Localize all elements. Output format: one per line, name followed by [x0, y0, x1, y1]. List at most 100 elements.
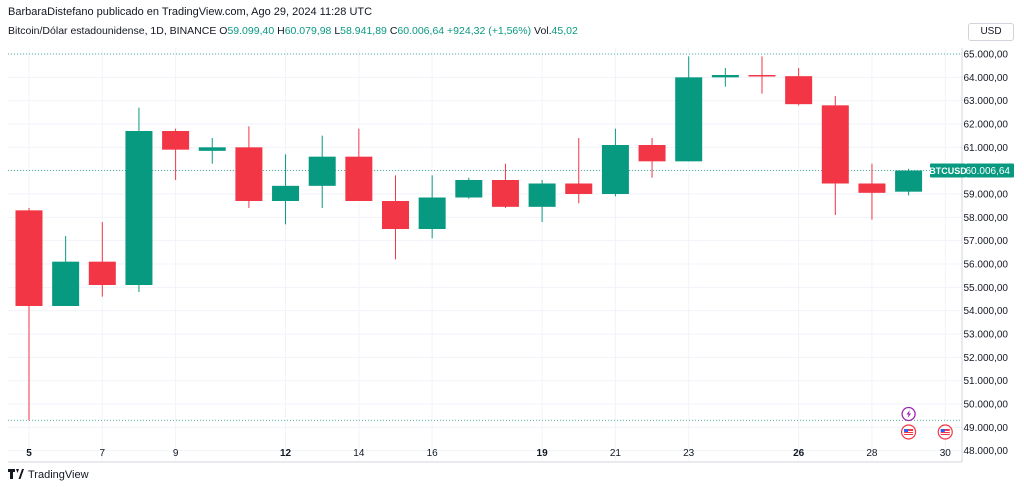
tradingview-logo-icon [8, 468, 24, 482]
flag-canton [940, 429, 945, 432]
candle-body [308, 156, 336, 186]
candle [382, 175, 409, 260]
candle [418, 175, 446, 239]
volume-label: Vol. [534, 25, 552, 37]
candle [528, 180, 556, 222]
close-value: 60.006,64 [397, 25, 445, 37]
candle-body [272, 185, 300, 201]
price-tick-label: 57.000,00 [964, 236, 1009, 247]
candle [601, 128, 629, 197]
candle-body [88, 261, 116, 285]
time-axis[interactable]: 5 7 9 12 14 16 19 21 23 26 28 30 [26, 448, 951, 459]
candle [198, 138, 226, 164]
candle-body [785, 76, 813, 105]
time-tick-label: 28 [866, 448, 878, 459]
candle [711, 68, 739, 87]
candle-body [565, 183, 593, 194]
event-markers [900, 406, 953, 440]
candle-body [345, 156, 373, 201]
candle [858, 163, 886, 220]
price-tag-value-bg [966, 163, 1014, 178]
flag-stripe [904, 431, 914, 432]
grid-lines [8, 48, 963, 463]
candle [455, 177, 483, 199]
low-value: 58.941,89 [340, 25, 387, 37]
reference-lines [8, 53, 962, 421]
time-tick-label: 12 [280, 448, 292, 459]
price-tick-label: 65.000,00 [964, 50, 1009, 61]
candle [638, 138, 666, 178]
time-tick-label: 14 [353, 448, 365, 459]
price-tag-symbol: BTCUSD [929, 166, 967, 176]
time-tick-label: 19 [537, 448, 549, 459]
candle [345, 128, 373, 201]
candle-body [821, 105, 849, 184]
price-tick-label: 56.000,00 [964, 260, 1009, 271]
candle-body [895, 170, 923, 192]
time-tick-label: 30 [940, 448, 952, 459]
price-axis[interactable]: 48.000,00 49.000,00 50.000,00 51.000,00 52.0… [964, 50, 1009, 458]
us-flag-icon [937, 424, 953, 440]
candle-body [52, 261, 80, 306]
candle [308, 135, 336, 208]
time-tick-label: 21 [610, 448, 622, 459]
candle [88, 222, 116, 297]
candle-body [491, 180, 519, 207]
price-tick-label: 55.000,00 [964, 283, 1009, 294]
candle-body [858, 183, 886, 193]
candle [52, 236, 80, 306]
candle-body [711, 75, 739, 78]
price-tick-label: 64.000,00 [964, 73, 1009, 84]
candle-body [235, 147, 263, 201]
candle [125, 107, 153, 292]
price-tick-label: 62.000,00 [964, 120, 1009, 131]
candle [272, 154, 300, 225]
currency-button[interactable]: USD [968, 23, 1014, 41]
price-tick-label: 48.000,00 [964, 446, 1009, 457]
flag-stripe [904, 433, 914, 434]
open-value: 59.099,40 [227, 25, 275, 37]
candle-body [638, 145, 666, 162]
candle [785, 68, 813, 106]
candle-body [15, 210, 43, 306]
price-tag-symbol-bg [930, 163, 966, 178]
candle-body [418, 197, 446, 229]
time-tick-label: 7 [100, 448, 106, 459]
change-value: +924,32 (+1,56%) [447, 25, 532, 37]
last-price-tag: BTCUSD 60.006,64 [929, 163, 1014, 178]
candle-body [162, 131, 190, 150]
open-label: O [219, 25, 228, 37]
price-tick-label: 49.000,00 [964, 423, 1009, 434]
candle [15, 208, 43, 421]
high-label: H [277, 25, 285, 37]
time-tick-label: 16 [427, 448, 439, 459]
candle-body [382, 201, 409, 229]
low-label: L [334, 25, 341, 37]
time-tick-label: 5 [26, 448, 32, 459]
price-tick-label: 58.000,00 [964, 213, 1009, 224]
candle [162, 128, 190, 180]
price-tick-label: 54.000,00 [964, 306, 1009, 317]
candle [565, 138, 593, 204]
flag-stripe [940, 431, 950, 432]
brand-name: TradingView [28, 469, 89, 481]
ohlc-legend: Bitcoin/Dólar estadounidense, 1D, BINANC… [8, 25, 578, 37]
candle [235, 126, 263, 208]
candle-body [528, 183, 556, 207]
candle-body [748, 75, 776, 77]
price-tick-label: 53.000,00 [964, 330, 1009, 341]
tradingview-brand[interactable]: TradingView [8, 468, 89, 482]
symbol-description: Bitcoin/Dólar estadounidense, 1D, BINANC… [8, 25, 217, 37]
high-value: 60.079,98 [284, 25, 332, 37]
published-info: BarbaraDistefano publicado en TradingVie… [8, 6, 373, 18]
time-tick-label: 9 [173, 448, 179, 459]
candle-body [198, 147, 226, 151]
price-tick-label: 63.000,00 [964, 96, 1009, 107]
candle [895, 168, 923, 196]
price-tick-label: 52.000,00 [964, 353, 1009, 364]
flag-canton [904, 429, 909, 432]
close-label: C [389, 25, 398, 37]
candle [821, 96, 849, 215]
time-tick-label: 23 [683, 448, 695, 459]
